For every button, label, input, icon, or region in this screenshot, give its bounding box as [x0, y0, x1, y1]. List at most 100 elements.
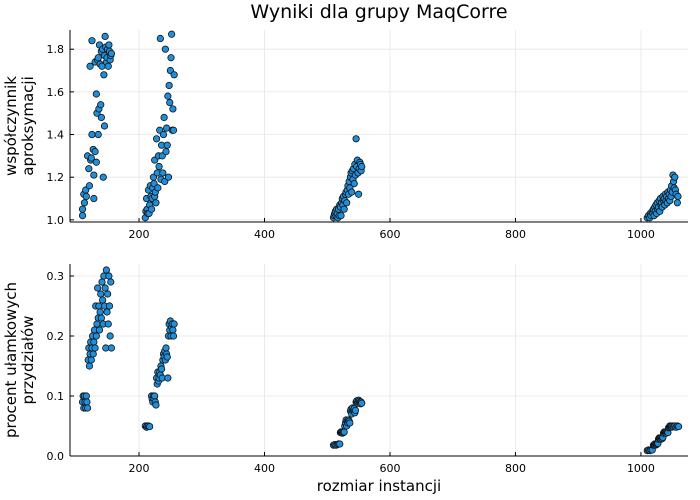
data-point	[169, 105, 177, 113]
data-point	[107, 49, 116, 58]
data-point	[170, 320, 178, 328]
data-point	[152, 401, 160, 409]
x-tick-label: 200	[129, 462, 150, 475]
data-point	[104, 290, 112, 298]
data-point	[85, 182, 94, 190]
data-point	[90, 171, 98, 179]
y-tick-label: 1.8	[47, 43, 65, 56]
data-point	[355, 190, 363, 198]
data-point	[337, 212, 345, 220]
data-point	[96, 308, 104, 316]
data-point	[674, 422, 683, 431]
data-point	[103, 308, 111, 316]
x-tick-label: 400	[254, 462, 275, 475]
data-point	[87, 356, 95, 364]
data-point	[97, 101, 105, 109]
data-point	[104, 320, 112, 328]
data-point	[152, 135, 161, 143]
data-point	[147, 205, 156, 213]
data-point	[358, 399, 366, 407]
data-point	[92, 158, 100, 166]
data-point	[146, 422, 154, 431]
data-point	[169, 126, 178, 134]
data-point	[106, 332, 114, 340]
data-point	[343, 199, 351, 207]
data-point	[82, 192, 90, 200]
data-point	[105, 41, 113, 49]
data-point	[88, 130, 96, 139]
y-tick-label: 1.0	[47, 214, 65, 227]
y-tick-label: 0.2	[47, 330, 65, 343]
x-tick-label: 600	[379, 228, 400, 241]
data-point	[90, 194, 98, 203]
data-point	[340, 205, 348, 213]
data-point	[89, 350, 97, 358]
data-point	[674, 192, 682, 200]
data-point	[105, 272, 113, 280]
data-point	[164, 173, 173, 181]
data-point	[340, 428, 348, 436]
data-point	[102, 266, 110, 274]
y-axis-title-line: aproksymacji	[19, 76, 37, 176]
data-point	[85, 362, 94, 370]
data-point	[91, 344, 99, 352]
y-tick-label: 0.0	[47, 450, 65, 463]
data-point	[86, 62, 94, 70]
data-point	[101, 284, 109, 292]
panel-approximation-ratio: 200 400 600 800 1000 1.0 1.2 1.4 1.6 1.8 współczyn…	[2, 30, 688, 241]
data-point	[107, 278, 115, 286]
x-tick-label: 600	[379, 462, 400, 475]
data-point	[97, 290, 105, 298]
data-point	[82, 392, 90, 400]
data-point	[107, 344, 116, 352]
data-point	[671, 173, 679, 181]
data-point	[161, 45, 169, 53]
data-point	[99, 296, 107, 304]
data-point	[94, 284, 102, 292]
data-point	[94, 130, 102, 139]
data-point	[168, 30, 176, 38]
x-tick-label: 1000	[627, 462, 655, 475]
y-tick-label: 0.3	[47, 270, 65, 283]
data-point	[92, 332, 100, 340]
data-point	[167, 54, 175, 62]
data-point	[100, 122, 109, 130]
data-point	[156, 34, 164, 43]
data-point	[159, 130, 168, 139]
data-point	[83, 404, 92, 412]
x-tick-label: 200	[129, 228, 150, 241]
x-tick-label: 800	[505, 462, 526, 475]
x-tick-label: 800	[505, 228, 526, 241]
data-point	[163, 353, 171, 361]
data-point	[170, 71, 178, 79]
data-point	[159, 169, 167, 177]
data-point	[78, 205, 87, 213]
data-point	[97, 314, 105, 322]
data-point	[166, 98, 174, 107]
data-point	[162, 344, 170, 352]
data-point	[351, 406, 360, 414]
y-axis-title: współczynnikaproksymacji	[2, 76, 37, 176]
data-point	[154, 184, 162, 192]
data-point	[100, 71, 108, 79]
data-point	[98, 278, 106, 286]
data-point	[160, 113, 168, 122]
x-tick-label: 1000	[627, 228, 655, 241]
data-point	[169, 332, 178, 340]
data-point	[151, 392, 159, 400]
data-point	[94, 54, 102, 62]
data-point	[165, 81, 173, 90]
y-axis-title-line: procent ułamkowych	[2, 282, 20, 438]
data-point	[164, 92, 172, 100]
data-point	[88, 37, 96, 45]
data-point	[99, 173, 107, 181]
y-tick-label: 1.2	[47, 171, 65, 184]
data-point	[346, 419, 354, 427]
data-point	[158, 365, 166, 373]
y-axis-title-line: współczynnik	[2, 76, 20, 176]
data-point	[90, 338, 98, 346]
data-point	[155, 162, 163, 171]
data-point	[83, 398, 91, 406]
y-axis-title: procent ułamkowychprzydziałów	[2, 282, 37, 438]
